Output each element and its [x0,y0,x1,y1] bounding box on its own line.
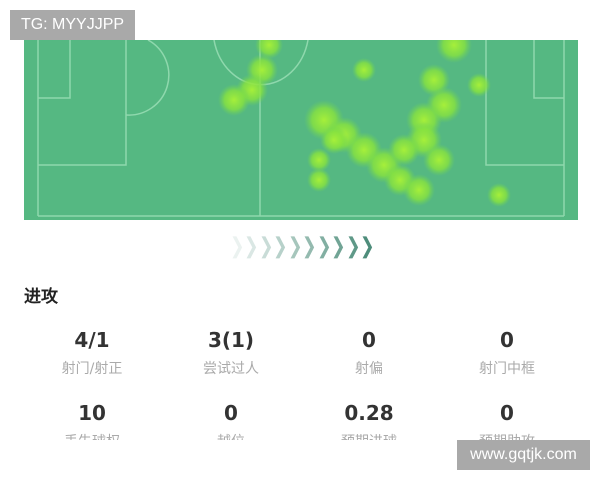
heat-spot [403,174,435,206]
stat-label: 射门/射正 [61,361,123,377]
stat-label: 射门中框 [479,361,535,377]
chevron-right-icon: ❯ [330,234,346,259]
stat-value: 10 [78,401,106,425]
stat-item: 3(1) 尝试过人 [162,328,300,378]
chevron-right-icon: ❯ [244,234,260,259]
chevron-right-icon: ❯ [345,234,361,259]
stat-label: 射偏 [355,361,383,377]
section-title: 进攻 [24,287,58,307]
heatmap-blobs [218,40,511,207]
heat-spot [218,84,250,116]
heat-spot [436,40,472,63]
stat-value: 0 [224,401,238,425]
watermark-top: TG: MYYJJPP [10,10,135,40]
heat-spot [423,144,455,176]
stat-label: 尝试过人 [203,361,259,377]
chevron-right-icon: ❯ [229,234,245,259]
stat-item: 4/1 射门/射正 [23,328,161,378]
stat-value: 0 [362,328,376,352]
chevron-right-icon: ❯ [316,234,332,259]
heat-spot [388,134,420,166]
chevron-right-icon: ❯ [258,234,274,259]
heat-spot [352,58,376,82]
stat-value: 3(1) [207,328,255,352]
watermark-bottom: www.gqtjk.com [457,440,590,470]
arrows-decoration: ❯ ❯ ❯ ❯ ❯ ❯ ❯ ❯ ❯ ❯ [228,234,375,259]
stat-value: 0.28 [344,401,394,425]
heat-spot [467,73,491,97]
heat-spot [320,126,348,154]
chevron-right-icon: ❯ [359,234,375,259]
chevron-right-icon: ❯ [302,234,317,259]
stat-item: 0 射偏 [300,328,438,378]
stat-value: 0 [500,328,514,352]
chevron-right-icon: ❯ [287,234,303,259]
heat-spot [307,148,331,172]
stat-value: 0 [500,401,514,425]
stat-value: 4/1 [74,328,110,352]
stat-item: 0 射门中框 [438,328,576,378]
heatmap-pitch [24,40,578,220]
heat-spot [307,168,331,192]
chevron-right-icon: ❯ [273,234,288,259]
heat-spot [487,183,511,207]
